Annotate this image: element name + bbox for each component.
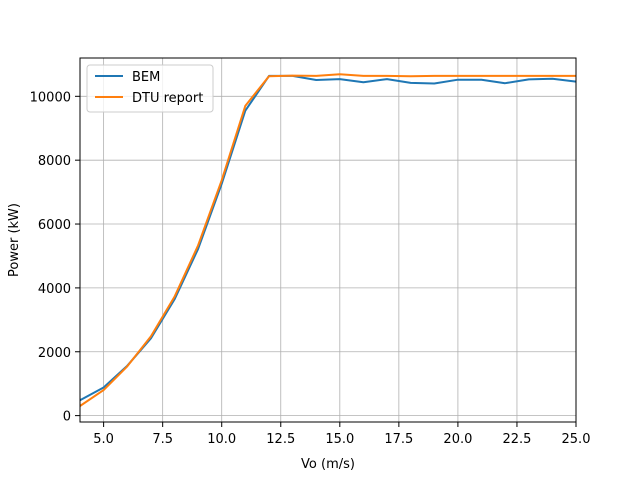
plot-frame <box>79 57 577 423</box>
y-tick-label: 0 <box>63 410 71 425</box>
x-tick-label: 22.5 <box>502 432 531 447</box>
x-tick-label: 20.0 <box>443 432 472 447</box>
plot-lines <box>79 73 577 407</box>
y-axis-ticks: 0 2000 4000 6000 8000 10000 <box>30 90 80 425</box>
legend-label-bem: BEM <box>132 70 160 85</box>
legend-label-dtu-report: DTU report <box>132 91 203 106</box>
y-tick-label: 4000 <box>38 282 71 297</box>
series-line-dtu-report <box>79 73 576 407</box>
legend: BEM DTU report <box>86 64 214 113</box>
y-tick-label: 2000 <box>38 346 71 361</box>
y-tick-label: 10000 <box>30 90 71 105</box>
y-tick-label: 8000 <box>38 154 71 169</box>
series-line-bem <box>79 74 577 402</box>
x-tick-label: 5.0 <box>93 432 114 447</box>
x-tick-label: 25.0 <box>562 432 591 447</box>
x-axis-title: Vo (m/s) <box>301 457 355 472</box>
x-tick-label: 10.0 <box>207 432 236 447</box>
x-tick-label: 17.5 <box>384 432 413 447</box>
y-tick-label: 6000 <box>38 218 71 233</box>
x-tick-label: 7.5 <box>152 432 173 447</box>
x-tick-label: 12.5 <box>266 432 295 447</box>
x-axis-ticks: 5.0 7.5 10.0 12.5 15.0 17.5 20.0 22.5 25.0 <box>93 422 590 447</box>
y-axis-title: Power (kW) <box>7 203 22 277</box>
x-tick-label: 15.0 <box>325 432 354 447</box>
